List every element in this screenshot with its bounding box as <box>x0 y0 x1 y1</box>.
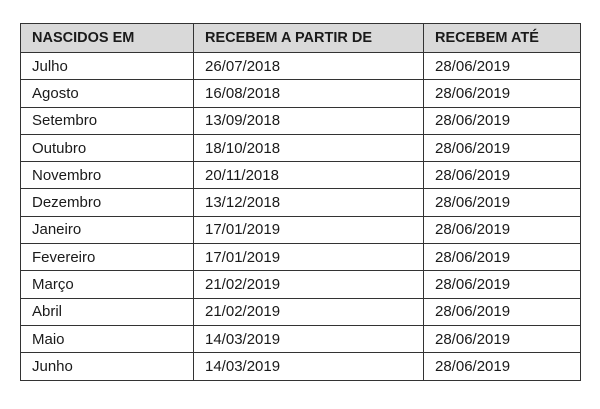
table-row: Outubro 18/10/2018 28/06/2019 <box>20 133 581 163</box>
start-date-cell: 14/03/2019 <box>193 324 424 354</box>
table-row: Junho 14/03/2019 28/06/2019 <box>20 352 581 381</box>
table-row: Janeiro 17/01/2019 28/06/2019 <box>20 215 581 245</box>
table-row: Agosto 16/08/2018 28/06/2019 <box>20 79 581 108</box>
start-date-cell: 14/03/2019 <box>193 352 424 381</box>
table-row: Maio 14/03/2019 28/06/2019 <box>20 324 581 354</box>
end-date-cell: 28/06/2019 <box>423 324 581 354</box>
start-date-cell: 16/08/2018 <box>193 79 424 108</box>
born-month-cell: Julho <box>20 51 194 81</box>
end-date-cell: 28/06/2019 <box>423 215 581 245</box>
end-date-cell: 28/06/2019 <box>423 79 581 108</box>
header-born-in: NASCIDOS EM <box>20 23 194 53</box>
end-date-cell: 28/06/2019 <box>423 188 581 217</box>
born-month-cell: Agosto <box>20 79 194 108</box>
end-date-cell: 28/06/2019 <box>423 133 581 163</box>
born-month-cell: Abril <box>20 297 194 326</box>
born-month-cell: Maio <box>20 324 194 354</box>
born-month-cell: Janeiro <box>20 215 194 245</box>
header-receive-until: RECEBEM ATÉ <box>423 23 581 53</box>
start-date-cell: 21/02/2019 <box>193 270 424 299</box>
end-date-cell: 28/06/2019 <box>423 352 581 381</box>
born-month-cell: Junho <box>20 352 194 381</box>
table-row: Março 21/02/2019 28/06/2019 <box>20 270 581 299</box>
born-month-cell: Novembro <box>20 161 194 190</box>
end-date-cell: 28/06/2019 <box>423 270 581 299</box>
born-month-cell: Fevereiro <box>20 243 194 272</box>
table-row: Julho 26/07/2018 28/06/2019 <box>20 51 581 81</box>
start-date-cell: 26/07/2018 <box>193 51 424 81</box>
start-date-cell: 21/02/2019 <box>193 297 424 326</box>
start-date-cell: 18/10/2018 <box>193 133 424 163</box>
born-month-cell: Dezembro <box>20 188 194 217</box>
start-date-cell: 13/09/2018 <box>193 106 424 135</box>
start-date-cell: 20/11/2018 <box>193 161 424 190</box>
table-row: Abril 21/02/2019 28/06/2019 <box>20 297 581 326</box>
table-row: Dezembro 13/12/2018 28/06/2019 <box>20 188 581 217</box>
header-receive-from: RECEBEM A PARTIR DE <box>193 23 424 53</box>
end-date-cell: 28/06/2019 <box>423 161 581 190</box>
end-date-cell: 28/06/2019 <box>423 297 581 326</box>
start-date-cell: 17/01/2019 <box>193 215 424 245</box>
born-month-cell: Setembro <box>20 106 194 135</box>
start-date-cell: 17/01/2019 <box>193 243 424 272</box>
born-month-cell: Março <box>20 270 194 299</box>
born-month-cell: Outubro <box>20 133 194 163</box>
table-row: Novembro 20/11/2018 28/06/2019 <box>20 161 581 190</box>
end-date-cell: 28/06/2019 <box>423 51 581 81</box>
start-date-cell: 13/12/2018 <box>193 188 424 217</box>
header-row: NASCIDOS EM RECEBEM A PARTIR DE RECEBEM … <box>20 23 581 53</box>
table-row: Setembro 13/09/2018 28/06/2019 <box>20 106 581 135</box>
table-row: Fevereiro 17/01/2019 28/06/2019 <box>20 243 581 272</box>
end-date-cell: 28/06/2019 <box>423 243 581 272</box>
payment-calendar-table: NASCIDOS EM RECEBEM A PARTIR DE RECEBEM … <box>20 23 581 381</box>
end-date-cell: 28/06/2019 <box>423 106 581 135</box>
